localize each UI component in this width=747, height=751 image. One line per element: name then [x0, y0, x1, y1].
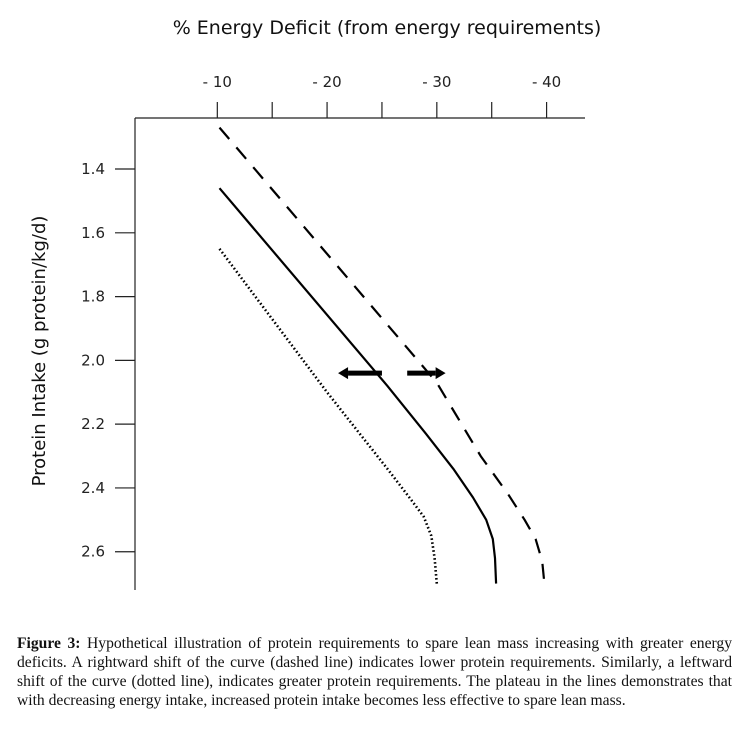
caption-label: Figure 3:	[17, 635, 81, 652]
y-tick-label: 1.8	[81, 288, 105, 306]
x-tick-label: - 10	[203, 73, 232, 91]
y-tick-label: 2.4	[81, 479, 105, 497]
series-dotted-line	[218, 248, 439, 584]
y-tick-label: 2.0	[81, 351, 105, 369]
y-tick-label: 1.4	[81, 160, 105, 178]
series-dashed-line	[218, 126, 546, 584]
caption-text: Hypothetical illustration of protein req…	[17, 635, 732, 709]
chart-title: % Energy Deficit (from energy requiremen…	[173, 17, 602, 39]
series-layer	[218, 126, 546, 584]
figure: % Energy Deficit (from energy requiremen…	[29, 17, 602, 590]
figure-caption: Figure 3: Hypothetical illustration of p…	[17, 634, 732, 710]
x-ticks: - 10 - 20 - 30 - 40	[203, 73, 561, 118]
arrow-left-head	[338, 367, 349, 380]
chart: % Energy Deficit (from energy requiremen…	[29, 17, 602, 590]
x-tick-label: - 20	[312, 73, 341, 91]
x-tick-label: - 30	[422, 73, 451, 91]
arrow-annotations	[338, 367, 446, 380]
y-axis-label: Protein Intake (g protein/kg/d)	[29, 216, 50, 487]
arrow-right-head	[435, 367, 446, 380]
x-tick-label: - 40	[532, 73, 561, 91]
y-tick-label: 1.6	[81, 224, 105, 242]
series-solid-line	[218, 187, 498, 584]
y-tick-label: 2.6	[81, 543, 105, 561]
y-ticks: 1.4 1.6 1.8 2.0 2.2 2.4 2.6	[81, 160, 135, 561]
y-tick-label: 2.2	[81, 415, 105, 433]
